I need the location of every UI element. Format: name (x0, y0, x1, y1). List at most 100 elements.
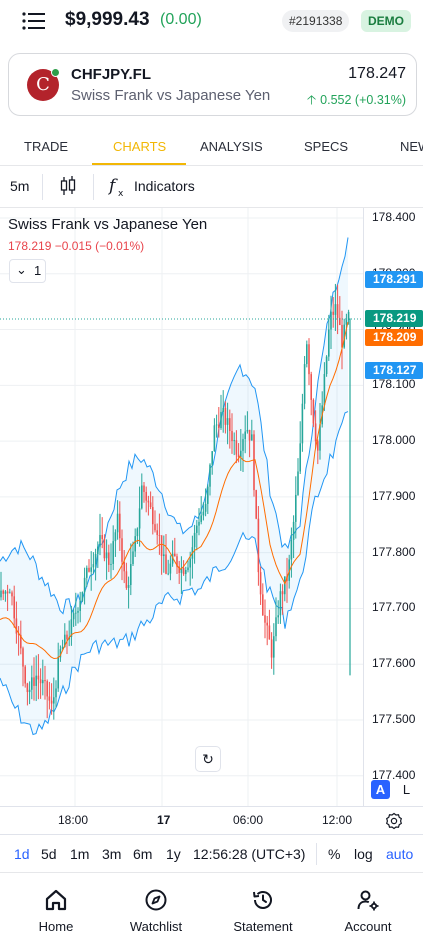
account-id-badge[interactable]: #2191338 (282, 10, 350, 32)
interval-selector[interactable]: 5m (10, 178, 30, 194)
range-3m[interactable]: 3m (102, 846, 122, 862)
candle-body (145, 491, 147, 501)
price-axis[interactable]: 178.400178.300178.200178.100178.000177.9… (363, 208, 423, 806)
range-5d[interactable]: 5d (41, 846, 57, 862)
candle-body (218, 424, 220, 429)
candle-body (141, 485, 143, 509)
price-tick: 177.700 (372, 600, 416, 615)
gear-icon[interactable] (385, 812, 403, 830)
bollinger-upper-line (0, 237, 349, 615)
candle-body (209, 464, 211, 487)
candle-body (9, 592, 11, 594)
nav-account-label: Account (344, 919, 392, 934)
reset-chart-button[interactable]: ↻ (196, 747, 220, 771)
lower-band-price-tag: 178.127 (365, 362, 423, 379)
nav-watchlist[interactable]: Watchlist (106, 873, 206, 944)
price-chart[interactable] (0, 208, 363, 806)
candle-body (343, 324, 345, 348)
time-axis[interactable]: 18:00 17 06:00 12:00 (0, 806, 423, 834)
tab-charts[interactable]: CHARTS (113, 139, 167, 154)
candlestick-icon[interactable] (59, 175, 77, 197)
range-6m[interactable]: 6m (133, 846, 153, 862)
price-tick: 177.500 (372, 712, 416, 726)
candle-body (101, 535, 103, 539)
percent-scale-toggle[interactable]: % (328, 846, 341, 862)
candle-body (165, 554, 167, 574)
nav-statement[interactable]: Statement (213, 873, 313, 944)
demo-badge[interactable]: DEMO (361, 10, 411, 32)
time-tick: 18:00 (58, 813, 89, 827)
auto-scale-button[interactable]: A (371, 780, 390, 799)
candle-body (81, 592, 84, 601)
history-icon (253, 891, 272, 909)
chevron-down-icon: ⌄ (16, 262, 27, 277)
market-open-dot (51, 68, 60, 77)
candle-body (312, 399, 315, 424)
candle-body (11, 592, 13, 597)
nav-account[interactable]: Account (318, 873, 418, 944)
instrument-card[interactable]: C CHFJPY.FL Swiss Frank vs Japanese Yen … (8, 53, 417, 116)
candle-body (97, 546, 99, 554)
chart-area[interactable]: Swiss Frank vs Japanese Yen 178.219 −0.0… (0, 208, 423, 806)
candle-body (308, 344, 310, 375)
candle-body (330, 311, 332, 330)
candle-body (328, 329, 330, 357)
candle-body (26, 683, 29, 693)
price-tick: 178.100 (372, 377, 416, 392)
candle-body (259, 572, 262, 595)
candle-body (77, 610, 79, 613)
candle-body (134, 536, 136, 552)
candle-body (246, 430, 249, 432)
candle-body (332, 311, 334, 315)
tab-analysis[interactable]: ANALYSIS (200, 139, 263, 154)
chart-toolbar: 5m f x Indicators (0, 166, 423, 208)
price-tick: 177.400 (372, 767, 416, 782)
candle-body (149, 502, 152, 508)
timezone-clock[interactable]: 12:56:28 (UTC+3) (193, 846, 306, 862)
top-bar: $9,999.43 (0.00) #2191338 DEMO (0, 0, 423, 42)
candle-body (33, 677, 35, 686)
range-1m[interactable]: 1m (70, 846, 90, 862)
candle-body (108, 552, 110, 565)
candle-body (242, 439, 244, 451)
svg-text:x: x (118, 189, 124, 198)
candle-body (39, 679, 42, 684)
menu-icon[interactable] (22, 12, 46, 30)
tab-news[interactable]: NEWS (400, 139, 423, 154)
candle-body (22, 648, 24, 667)
candle-body (2, 590, 4, 594)
range-divider (316, 843, 317, 865)
indicators-button[interactable]: Indicators (134, 178, 195, 194)
function-icon[interactable]: f x (108, 174, 128, 198)
range-1y[interactable]: 1y (166, 846, 181, 862)
candle-body (207, 486, 209, 504)
candle-body (99, 535, 101, 547)
tab-specs[interactable]: SPECS (304, 139, 349, 154)
last-price-tag: 178.219 (365, 310, 423, 327)
nav-home-label: Home (38, 919, 74, 934)
log-scale-button[interactable]: L (402, 782, 411, 797)
candle-body (28, 689, 31, 693)
candle-body (257, 518, 260, 573)
legend-collapse-button[interactable]: ⌄ 1 (9, 259, 46, 283)
price-tick: 177.800 (372, 544, 416, 559)
candle-body (6, 591, 9, 594)
chart-legend-values: 178.219 −0.015 (−0.01%) (8, 239, 145, 253)
range-1d[interactable]: 1d (14, 846, 30, 862)
home-icon (45, 889, 67, 911)
active-tab-indicator (92, 163, 186, 165)
auto-scale-toggle[interactable]: auto (386, 846, 414, 862)
nav-home[interactable]: Home (6, 873, 106, 944)
candle-body (288, 559, 290, 581)
log-scale-toggle[interactable]: log (354, 846, 373, 862)
nav-statement-label: Statement (233, 919, 293, 934)
candle-body (127, 585, 130, 588)
candle-body (233, 440, 235, 442)
candle-body (44, 680, 46, 682)
candle-body (169, 563, 172, 574)
candle-body (83, 577, 86, 593)
tab-trade[interactable]: TRADE (24, 139, 69, 154)
candle-body (0, 590, 2, 598)
candle-body (235, 440, 238, 455)
candle-body (248, 430, 251, 441)
